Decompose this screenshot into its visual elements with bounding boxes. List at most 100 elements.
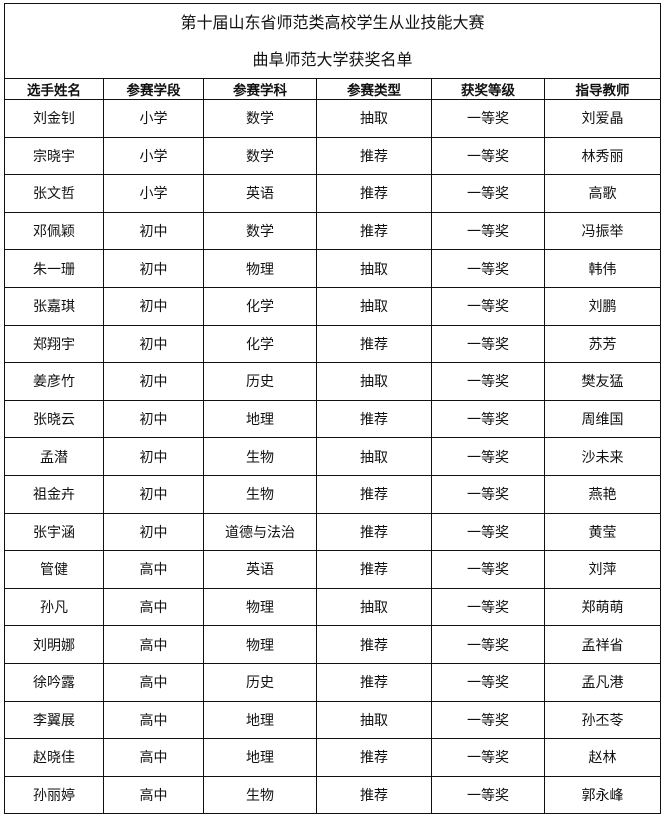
table-cell: 周维国 [543,399,662,439]
table-cell: 宗晓宇 [4,136,104,176]
table-cell: 抽取 [316,362,432,401]
table-row: 张宇涵 初中 道德与法治 推荐 一等奖 黄莹 [4,512,662,552]
table-cell: 初中 [103,286,204,326]
table-cell: 道德与法治 [203,512,317,552]
table-cell: 一等奖 [431,324,545,364]
table-cell: 孙丽婷 [4,775,104,815]
table-cell: 高中 [103,662,204,702]
table-cell: 张宇涵 [4,512,104,552]
table-cell: 生物 [203,775,317,815]
table-cell: 徐吟露 [4,662,104,702]
table-cell: 高中 [103,700,204,740]
table-cell: 孟祥省 [543,625,662,664]
table-cell: 高中 [103,550,204,589]
table-cell: 一等奖 [431,136,545,176]
table-cell: 刘金钊 [4,99,104,138]
table-row: 张嘉琪 初中 化学 抽取 一等奖 刘鹏 [4,286,662,326]
table-cell: 生物 [203,437,317,476]
table-cell: 抽取 [316,587,432,627]
title-row: 第十届山东省师范类高校学生从业技能大赛 曲阜师范大学获奖名单 [3,3,662,79]
table-cell: 化学 [203,324,317,364]
table-cell: 孟凡港 [543,662,662,702]
title-line-1: 第十届山东省师范类高校学生从业技能大赛 [180,13,485,32]
table-cell: 祖金卉 [4,474,104,514]
table-cell: 英语 [203,174,317,213]
table-row: 邓佩颖 初中 数学 推荐 一等奖 冯振举 [4,211,662,251]
table-cell: 高中 [103,625,204,664]
table-row: 管健 高中 英语 推荐 一等奖 刘萍 [4,550,662,589]
table-row: 孙丽婷 高中 生物 推荐 一等奖 郭永峰 [4,775,662,815]
table-cell: 一等奖 [431,474,545,514]
table-cell: 推荐 [316,474,432,514]
table-cell: 初中 [103,249,204,288]
table-cell: 张晓云 [4,399,104,439]
table-cell: 推荐 [316,512,432,552]
table-cell: 小学 [103,99,204,138]
table-cell: 初中 [103,437,204,476]
table-row: 刘金钊 小学 数学 抽取 一等奖 刘爱晶 [4,99,662,138]
table-cell: 初中 [103,399,204,439]
column-header: 选手姓名 [4,78,104,100]
table-cell: 郑萌萌 [543,587,662,627]
table-cell: 刘萍 [543,550,662,589]
table-cell: 历史 [203,662,317,702]
table-row: 宗晓宇 小学 数学 推荐 一等奖 林秀丽 [4,136,662,176]
column-header: 参赛学科 [203,78,317,100]
table-cell: 一等奖 [431,700,545,740]
table-cell: 一等奖 [431,662,545,702]
table-cell: 抽取 [316,700,432,740]
table-cell: 地理 [203,738,317,777]
table-cell: 樊友猛 [543,362,662,401]
table-cell: 一等奖 [431,286,545,326]
table-cell: 赵林 [543,738,662,777]
table-cell: 孟潜 [4,437,104,476]
table-cell: 小学 [103,174,204,213]
table-cell: 初中 [103,211,204,251]
table-row: 姜彦竹 初中 历史 抽取 一等奖 樊友猛 [4,362,662,401]
table-cell: 一等奖 [431,362,545,401]
table-cell: 物理 [203,249,317,288]
table-row: 孟潜 初中 生物 抽取 一等奖 沙未来 [4,437,662,476]
table-row: 祖金卉 初中 生物 推荐 一等奖 燕艳 [4,474,662,514]
table-cell: 生物 [203,474,317,514]
table-cell: 地理 [203,700,317,740]
table-cell: 孙凡 [4,587,104,627]
table-cell: 推荐 [316,136,432,176]
column-header: 参赛学段 [103,78,204,100]
table-cell: 数学 [203,211,317,251]
table-cell: 刘鹏 [543,286,662,326]
award-table: 第十届山东省师范类高校学生从业技能大赛 曲阜师范大学获奖名单 选手姓名 参赛学段参… [3,3,662,815]
table-cell: 推荐 [316,211,432,251]
table-cell: 邓佩颖 [4,211,104,251]
table-cell: 赵晓佳 [4,738,104,777]
table-cell: 韩伟 [543,249,662,288]
table-row: 张文哲 小学 英语 推荐 一等奖 高歌 [4,174,662,213]
table-cell: 高中 [103,587,204,627]
table-row: 孙凡 高中 物理 抽取 一等奖 郑萌萌 [4,587,662,627]
table-cell: 李翼展 [4,700,104,740]
table-cell: 一等奖 [431,437,545,476]
table-cell: 沙未来 [543,437,662,476]
table-cell: 推荐 [316,738,432,777]
table-cell: 数学 [203,99,317,138]
table-body: 刘金钊 小学 数学 抽取 一等奖 刘爱晶 宗晓宇 小学 数学 推荐 一等奖 林秀丽 张文哲 小学 英语 推荐一… [4,99,662,815]
table-cell: 一等奖 [431,512,545,552]
table-row: 郑翔宇 初中 化学 推荐 一等奖 苏芳 [4,324,662,364]
table-cell: 抽取 [316,249,432,288]
table-cell: 初中 [103,474,204,514]
table-row: 徐吟露 高中 历史 推荐 一等奖 孟凡港 [4,662,662,702]
table-cell: 高中 [103,775,204,815]
table-cell: 抽取 [316,99,432,138]
table-cell: 一等奖 [431,211,545,251]
table-cell: 抽取 [316,286,432,326]
table-cell: 冯振举 [543,211,662,251]
table-row: 刘明娜 高中 物理 推荐 一等奖 孟祥省 [4,625,662,664]
table-cell: 推荐 [316,324,432,364]
table-cell: 一等奖 [431,587,545,627]
table-cell: 一等奖 [431,249,545,288]
column-header: 参赛类型 [316,78,432,100]
table-cell: 化学 [203,286,317,326]
table-row: 李翼展 高中 地理 抽取 一等奖 孙丕苓 [4,700,662,740]
table-row: 朱一珊 初中 物理 抽取 一等奖 韩伟 [4,249,662,288]
table-cell: 一等奖 [431,99,545,138]
